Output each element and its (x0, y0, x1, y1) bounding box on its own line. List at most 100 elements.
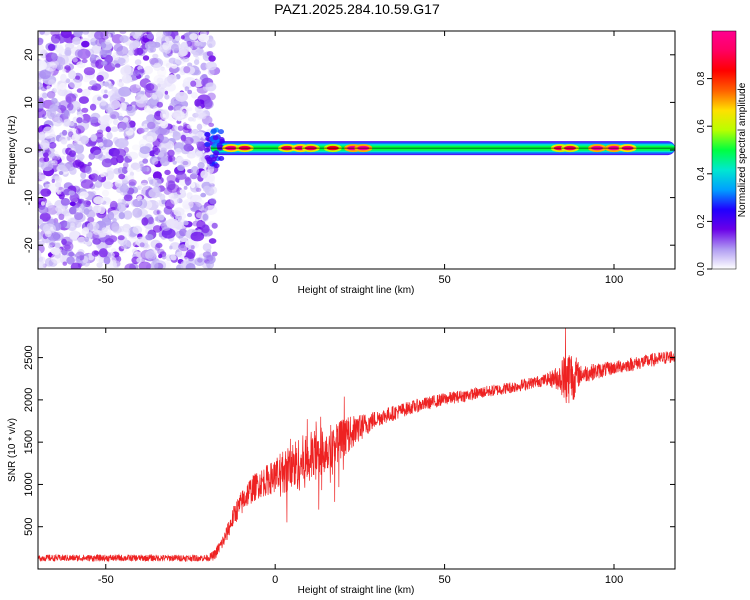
noise-blob (118, 86, 132, 97)
noise-blob (79, 203, 86, 210)
noise-blob (123, 162, 129, 169)
noise-blob (118, 121, 131, 132)
noise-blob (100, 100, 107, 107)
noise-blob (81, 40, 90, 48)
noise-blob (98, 142, 104, 147)
onset-blob (212, 135, 219, 141)
noise-blob (48, 240, 56, 247)
noise-blob (117, 57, 126, 64)
noise-blob (136, 257, 142, 263)
noise-blob (190, 182, 196, 189)
noise-blob (159, 136, 169, 144)
noise-blob (69, 201, 76, 206)
noise-blob (107, 211, 115, 220)
noise-blob (123, 210, 133, 220)
noise-blob (143, 127, 149, 133)
noise-blob (62, 241, 74, 252)
snr-y-axis-label: SNR (10 * v/v) (7, 418, 18, 482)
noise-blob (61, 220, 68, 228)
noise-blob (158, 253, 163, 259)
noise-blob (171, 110, 185, 120)
noise-blob (139, 146, 151, 155)
noise-blob (147, 216, 155, 225)
noise-blob (40, 188, 52, 197)
onset-blob (218, 156, 225, 161)
noise-blob (134, 59, 142, 66)
noise-blob (93, 196, 104, 205)
noise-blob (117, 167, 125, 174)
noise-blob (138, 69, 145, 74)
noise-blob (187, 62, 193, 68)
onset-blob (218, 137, 225, 142)
noise-blob (62, 129, 68, 136)
noise-blob (185, 249, 196, 259)
noise-blob (131, 31, 144, 39)
noise-blob (97, 96, 102, 101)
noise-blob (60, 31, 72, 39)
noise-blob (101, 158, 113, 168)
noise-blob (136, 127, 145, 134)
noise-blob (124, 263, 136, 269)
noise-blob (104, 89, 108, 94)
y-tick-label: -10 (23, 190, 35, 206)
noise-blob (186, 192, 193, 200)
noise-blob (120, 242, 128, 250)
noise-blob (65, 213, 72, 221)
noise-blob (40, 139, 50, 150)
noise-blob (94, 180, 103, 188)
noise-blob (50, 34, 61, 44)
noise-blob (183, 185, 188, 190)
noise-blob (183, 220, 189, 226)
noise-blob (101, 60, 108, 66)
noise-blob (183, 66, 191, 74)
noise-blob (38, 231, 43, 241)
noise-blob (104, 39, 111, 45)
noise-blob (119, 184, 129, 193)
noise-blob (104, 54, 113, 64)
noise-blob (97, 205, 106, 215)
noise-blob (38, 249, 42, 259)
noise-blob (167, 156, 173, 162)
noise-blob (89, 103, 97, 111)
noise-blob (38, 37, 44, 46)
x-tick-label: 100 (605, 274, 623, 286)
noise-blob (192, 220, 198, 227)
noise-blob (46, 91, 56, 99)
noise-blob (61, 155, 65, 161)
noise-blob (162, 31, 172, 37)
noise-blob (91, 44, 102, 54)
noise-blob (160, 66, 165, 72)
noise-blob (59, 136, 68, 144)
noise-blob (38, 218, 44, 225)
noise-blob (117, 235, 125, 241)
noise-blob (121, 72, 127, 79)
noise-blob (114, 63, 121, 68)
noise-blob (142, 158, 149, 164)
noise-blob (138, 198, 148, 209)
y-tick-label: 20 (23, 49, 35, 61)
noise-blob (135, 165, 142, 172)
noise-blob (208, 122, 215, 127)
noise-blob (50, 247, 61, 255)
noise-blob (162, 42, 170, 50)
noise-blob (145, 83, 155, 91)
y-tick-label: 2000 (23, 388, 35, 412)
noise-blob (68, 251, 75, 257)
noise-blob (70, 100, 81, 110)
noise-blob (144, 41, 156, 50)
noise-blob (82, 76, 91, 83)
noise-blob (59, 163, 72, 172)
noise-blob (156, 77, 164, 84)
noise-blob (193, 59, 200, 65)
noise-blob (128, 181, 136, 188)
noise-blob (202, 121, 208, 127)
noise-blob (76, 61, 86, 69)
noise-blob (51, 52, 58, 61)
noise-blob (118, 173, 126, 180)
noise-blob (152, 94, 158, 100)
noise-blob (194, 41, 203, 49)
noise-blob (197, 33, 210, 43)
noise-blob (170, 195, 180, 205)
noise-blob (69, 230, 80, 240)
noise-blob (104, 238, 114, 246)
